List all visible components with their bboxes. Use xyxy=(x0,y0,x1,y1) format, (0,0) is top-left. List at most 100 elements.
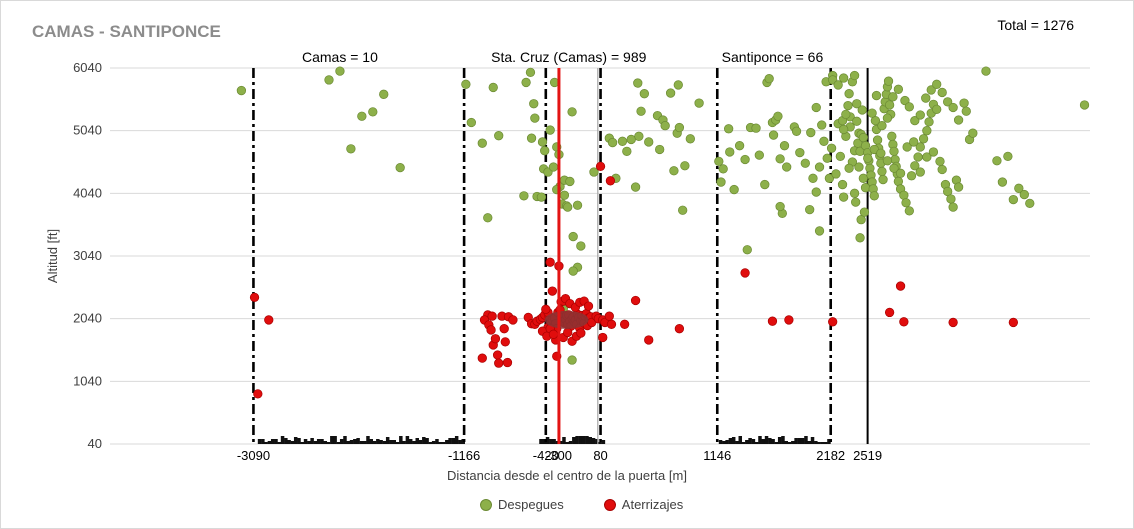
terrain-block xyxy=(565,442,570,444)
despegue-point xyxy=(943,97,953,107)
despegue-point xyxy=(937,87,947,98)
terrain-block xyxy=(343,436,347,444)
aterrizaje-point xyxy=(595,161,606,172)
terrain-block xyxy=(389,440,393,444)
legend-label-despegues: Despegues xyxy=(498,497,564,512)
terrain-block xyxy=(333,436,337,444)
terrain-block xyxy=(731,437,736,444)
despegue-point xyxy=(673,80,683,90)
terrain-block xyxy=(549,439,553,444)
x-marker-label: -420 xyxy=(533,448,559,463)
despegue-point xyxy=(537,137,548,147)
despegue-point xyxy=(811,102,821,113)
terrain-block xyxy=(794,438,798,444)
legend: Despegues Aterrizajes xyxy=(480,497,683,512)
despegue-point xyxy=(922,126,932,136)
despegue-point xyxy=(526,133,537,143)
terrain-block xyxy=(448,438,452,444)
zone-label: Camas = 10 xyxy=(302,49,378,65)
terrain-block xyxy=(598,442,602,444)
despegue-point xyxy=(946,194,956,204)
despegue-point xyxy=(904,102,914,112)
terrain-block xyxy=(827,439,831,444)
despegue-point xyxy=(811,187,821,197)
despegue-point xyxy=(607,137,618,148)
terrain-block xyxy=(293,437,298,444)
aterrizaje-point xyxy=(547,286,558,296)
terrain-block xyxy=(405,436,410,444)
despegue-point xyxy=(540,146,550,156)
terrain-block xyxy=(784,441,789,444)
x-marker-label: 80 xyxy=(593,448,607,463)
aterrizaje-point xyxy=(545,257,555,267)
despegue-point xyxy=(1079,100,1090,110)
despegue-point xyxy=(519,191,529,201)
despegue-point xyxy=(932,79,942,89)
despegue-point xyxy=(835,151,845,162)
terrain-block xyxy=(810,437,815,444)
terrain-block xyxy=(722,441,726,444)
terrain-block xyxy=(454,436,459,444)
terrain-block xyxy=(346,441,351,444)
aterrizaje-point xyxy=(500,337,510,347)
x-marker-label: 2519 xyxy=(853,448,882,463)
despegue-point xyxy=(814,226,825,236)
despegue-point xyxy=(536,192,547,202)
despegue-point xyxy=(565,176,575,187)
despegue-point xyxy=(924,117,934,127)
terrain-block xyxy=(313,441,318,444)
aterrizaje-point xyxy=(598,332,608,343)
despegue-point xyxy=(529,99,539,109)
despegue-point xyxy=(795,147,805,158)
x-marker-label: 2182 xyxy=(816,448,845,463)
despegue-point xyxy=(893,84,904,94)
terrain-block xyxy=(274,439,278,444)
despegue-point xyxy=(869,191,879,201)
terrain-block xyxy=(264,442,268,444)
despegue-point xyxy=(910,161,920,171)
despegue-point xyxy=(806,127,816,138)
aterrizaje-point xyxy=(895,281,906,291)
despegue-point xyxy=(760,179,770,190)
terrain-block xyxy=(270,439,275,444)
x-marker-label: -3090 xyxy=(237,448,270,463)
terrain-block xyxy=(307,441,311,444)
terrain-block xyxy=(267,441,272,444)
despegue-point xyxy=(1025,198,1035,209)
despegue-point xyxy=(379,89,389,99)
despegue-point xyxy=(854,162,864,172)
despegue-point xyxy=(714,156,724,167)
terrain-block xyxy=(408,439,413,444)
aterrizaje-point xyxy=(576,328,586,338)
terrain-block xyxy=(310,438,314,444)
terrain-block xyxy=(797,438,802,444)
despegue-point xyxy=(851,197,861,207)
despegue-point xyxy=(887,131,897,141)
despegue-point xyxy=(572,200,583,210)
terrain-block xyxy=(339,439,344,444)
despegue-point xyxy=(494,131,504,141)
aterrizaje-point xyxy=(604,311,614,321)
despegue-point xyxy=(961,106,971,116)
terrain-block xyxy=(568,441,573,444)
despegue-point xyxy=(660,121,670,131)
despegue-point xyxy=(877,166,887,177)
despegue-point xyxy=(678,205,688,215)
terrain-block xyxy=(738,436,743,444)
despegue-point xyxy=(764,74,774,84)
aterrizaje-point xyxy=(494,358,504,368)
terrain-block xyxy=(458,440,462,444)
despegue-point xyxy=(838,73,849,83)
despegue-point xyxy=(876,148,886,158)
terrain-block xyxy=(379,440,383,444)
despegue-point xyxy=(992,156,1002,166)
terrain-block xyxy=(555,441,560,444)
despegue-point xyxy=(742,245,752,255)
despegue-point xyxy=(782,162,792,172)
despegue-point xyxy=(814,162,825,172)
despegue-point xyxy=(997,177,1008,187)
terrain-block xyxy=(748,438,752,444)
despegue-point xyxy=(822,153,832,163)
despegue-point xyxy=(857,105,867,115)
